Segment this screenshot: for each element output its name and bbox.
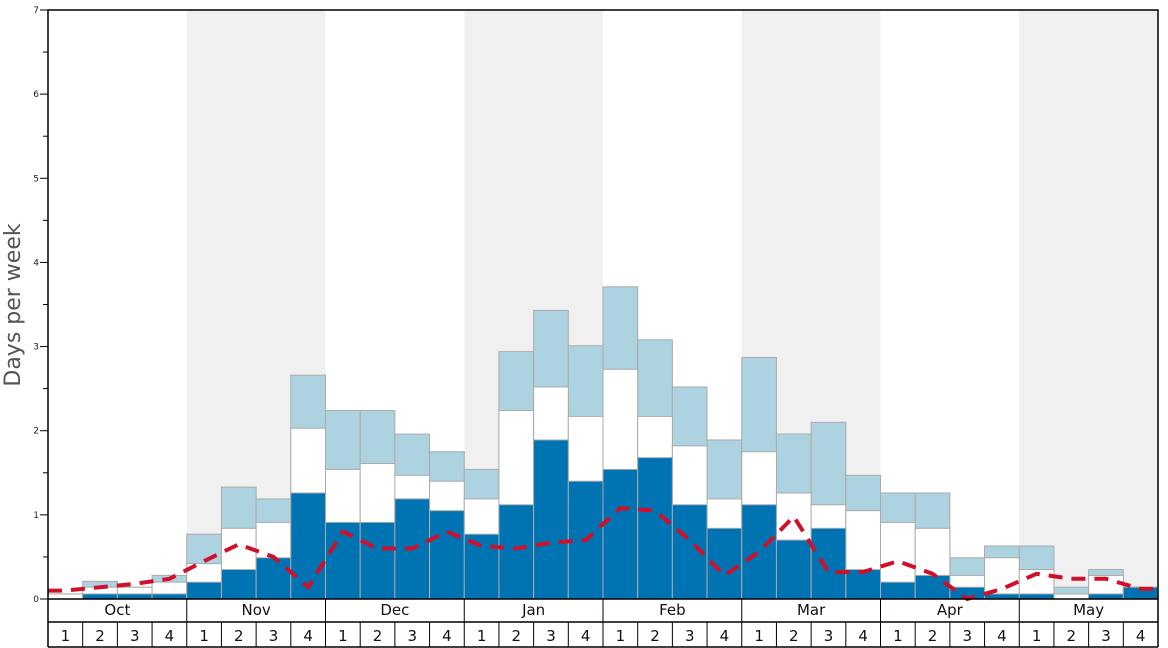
week-label: 1 <box>338 627 348 645</box>
month-label-feb: Feb <box>659 601 686 619</box>
bar-dec-2-s0 <box>359 521 396 600</box>
y-tick-label: 5 <box>33 174 39 184</box>
month-label-may: May <box>1073 601 1104 619</box>
bar-apr-2-s0 <box>914 574 951 600</box>
month-label-nov: Nov <box>241 601 270 619</box>
week-label: 2 <box>512 627 522 645</box>
month-band-may <box>1019 10 1158 599</box>
week-label: 1 <box>893 627 903 645</box>
bar-mar-4-s0 <box>845 569 881 600</box>
bar-mar-3-s0 <box>810 527 847 600</box>
bar-nov-3-s0 <box>255 557 292 600</box>
bar-nov-4-s0 <box>290 492 326 600</box>
y-tick-label: 4 <box>33 258 39 268</box>
week-label: 2 <box>1067 627 1077 645</box>
week-label: 3 <box>824 627 834 645</box>
week-label: 3 <box>1101 627 1111 645</box>
week-label: 1 <box>1032 627 1042 645</box>
average-line <box>48 506 1158 602</box>
week-label: 2 <box>928 627 938 645</box>
bar-mar-1-s0 <box>741 504 777 600</box>
y-tick-label: 6 <box>33 90 39 100</box>
bar-may-2-s1 <box>1053 593 1090 600</box>
bar-oct-1-s1 <box>47 593 84 600</box>
y-tick-label: 7 <box>33 6 39 16</box>
week-label: 4 <box>720 627 730 645</box>
week-label: 2 <box>789 627 799 645</box>
week-label: 4 <box>303 627 313 645</box>
month-bands <box>186 10 1158 599</box>
week-label: 4 <box>1136 627 1146 645</box>
bar-mar-2-s0 <box>775 539 812 600</box>
month-label-dec: Dec <box>380 601 409 619</box>
y-tick-label: 1 <box>33 511 39 521</box>
month-label-mar: Mar <box>797 601 826 619</box>
week-label: 3 <box>962 627 972 645</box>
week-label: 3 <box>407 627 417 645</box>
bar-jan-2-s0 <box>498 504 535 600</box>
bar-nov-1-s0 <box>186 581 222 600</box>
week-label: 3 <box>546 627 556 645</box>
week-label: 1 <box>61 627 71 645</box>
week-label: 3 <box>685 627 695 645</box>
y-tick-label: 0 <box>33 595 39 605</box>
bar-jan-3-s0 <box>533 439 569 600</box>
bar-oct-4-s0 <box>151 593 188 600</box>
bar-oct-2-s0 <box>82 593 118 600</box>
week-label: 1 <box>754 627 764 645</box>
week-label: 3 <box>130 627 140 645</box>
bar-dec-4-s0 <box>429 510 465 600</box>
week-label: 1 <box>477 627 487 645</box>
bar-feb-1-s0 <box>602 468 639 600</box>
axes-group: 0 1 2 3 4 5 6 7 Oct Nov Dec Jan Feb Mar Apr May 1 2 3 4 1 2 3 4… <box>33 6 1159 648</box>
week-label: 4 <box>997 627 1007 645</box>
month-label-jan: Jan <box>521 601 545 619</box>
bar-nov-2-s0 <box>220 569 257 600</box>
week-label: 4 <box>581 627 591 645</box>
week-label: 4 <box>165 627 175 645</box>
bar-apr-4-s0 <box>984 593 1020 600</box>
average-line-group <box>48 506 1158 602</box>
month-label-oct: Oct <box>104 601 130 619</box>
bar-may-1-s0 <box>1018 593 1055 600</box>
week-label: 2 <box>650 627 660 645</box>
bar-feb-2-s0 <box>637 457 673 600</box>
y-tick-label: 2 <box>33 427 39 437</box>
month-label-apr: Apr <box>937 601 964 619</box>
bars-group <box>47 286 1159 600</box>
bar-may-3-s0 <box>1088 593 1124 600</box>
y-axis-label: Days per week <box>1 223 26 386</box>
week-label: 4 <box>442 627 452 645</box>
week-label: 3 <box>269 627 279 645</box>
week-label: 4 <box>858 627 868 645</box>
bar-oct-3-s0 <box>116 593 153 600</box>
bar-apr-1-s0 <box>880 581 916 600</box>
week-label: 1 <box>616 627 626 645</box>
y-tick-label: 3 <box>33 343 39 353</box>
week-label: 2 <box>95 627 105 645</box>
week-label: 2 <box>373 627 383 645</box>
week-label: 2 <box>234 627 244 645</box>
week-label: 1 <box>199 627 209 645</box>
